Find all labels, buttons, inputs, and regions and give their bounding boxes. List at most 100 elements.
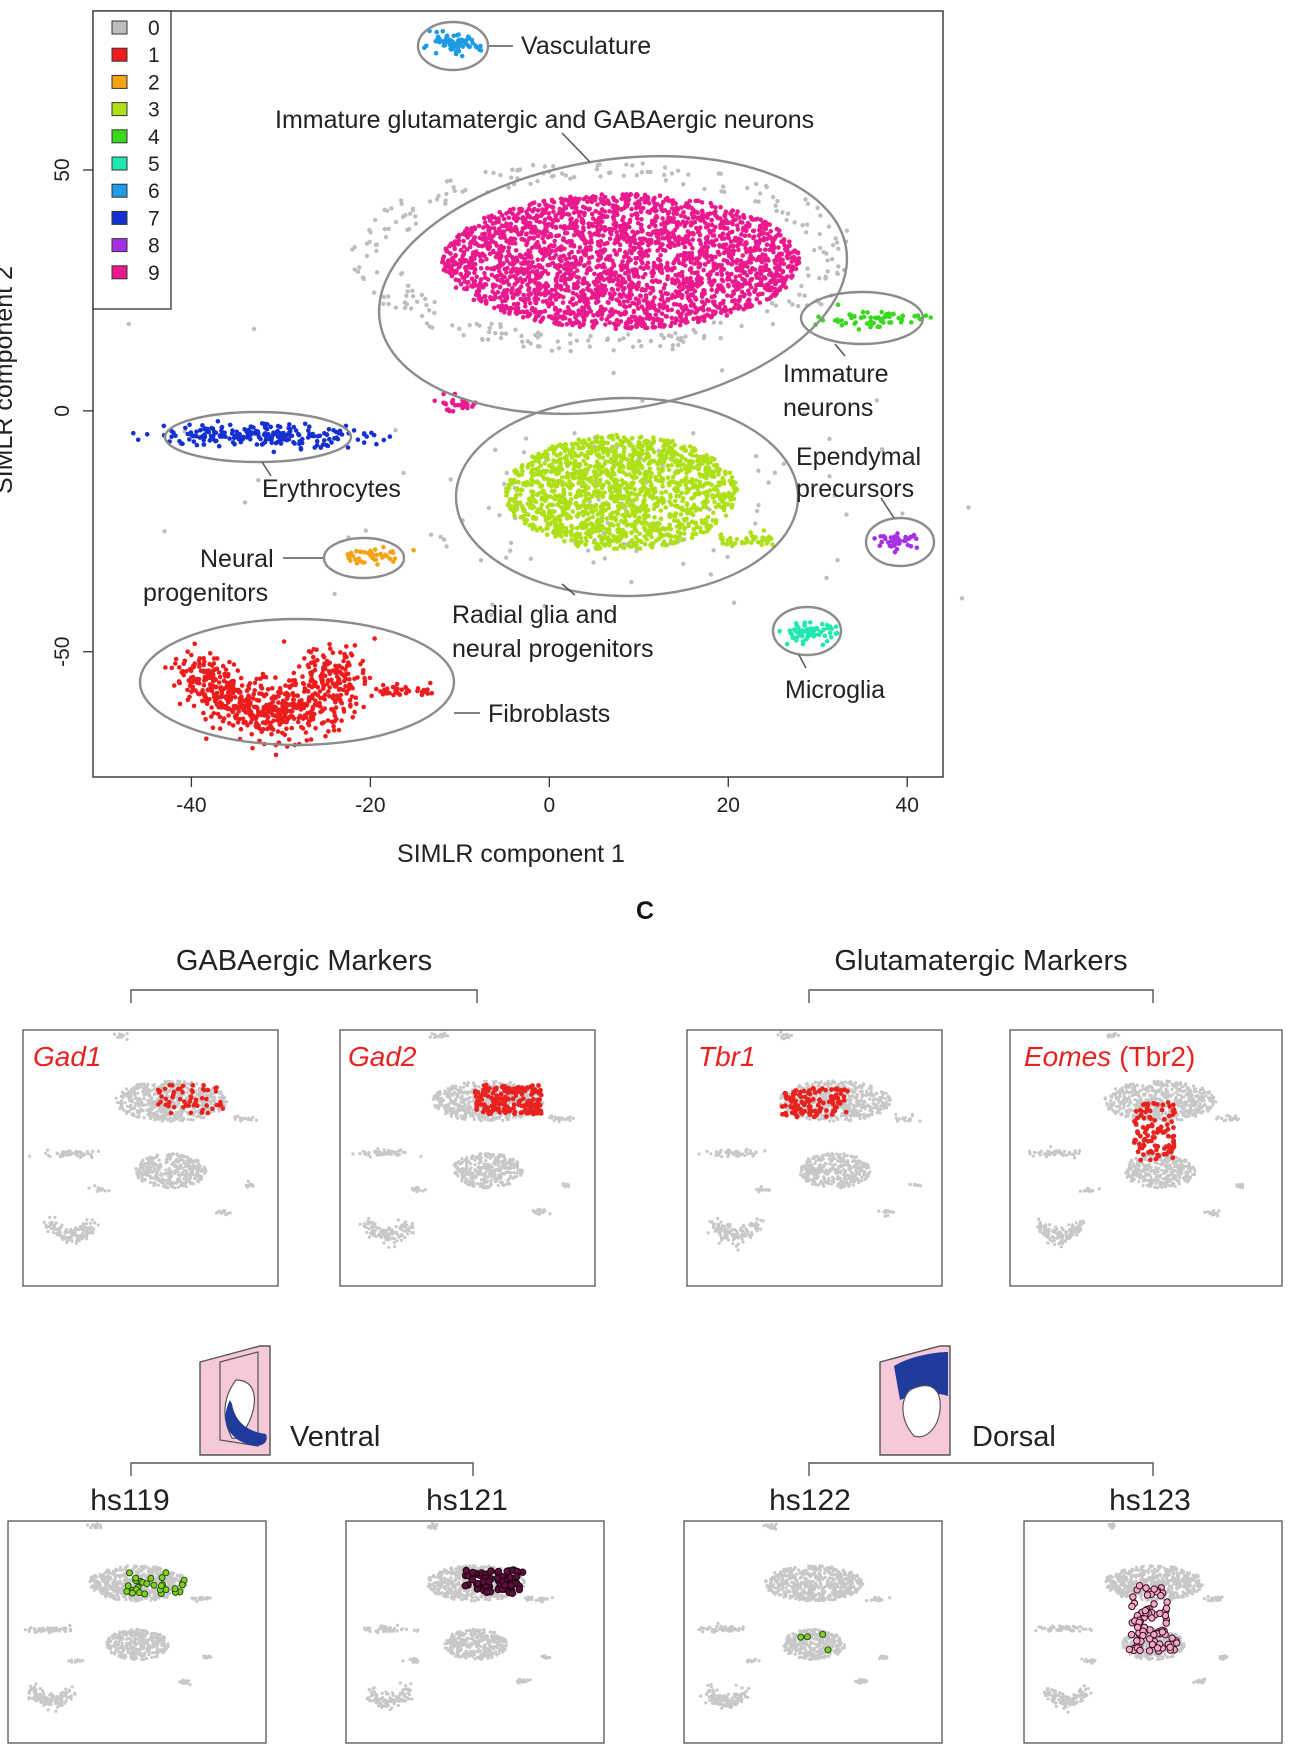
cell-point-0 [503, 331, 509, 336]
cell-point-3 [537, 472, 543, 477]
cell-point-3 [540, 488, 546, 493]
cell-point-9 [469, 259, 474, 264]
cell-point-9 [564, 230, 570, 236]
cell-point-3 [673, 503, 678, 509]
cell-point-0 [523, 436, 529, 441]
cell-point-3 [541, 468, 546, 474]
cell-point-9 [525, 313, 530, 319]
cell-point-9 [597, 285, 602, 290]
cell-point-3 [569, 523, 574, 529]
cell-point-3 [530, 473, 536, 478]
cell-point-9 [603, 287, 609, 293]
cell-point-9 [651, 219, 656, 224]
cell-point-9 [688, 292, 694, 298]
cell-point-9 [543, 289, 548, 294]
cell-point-0 [528, 556, 534, 561]
cell-point-9 [636, 244, 642, 250]
cell-point-1 [342, 654, 348, 660]
cell-point-9 [757, 247, 763, 253]
cell-point-9 [706, 276, 712, 282]
cell-point-9 [461, 250, 467, 255]
cell-point-0 [549, 348, 555, 353]
cell-point-0 [662, 172, 667, 178]
cell-point-3 [594, 439, 600, 445]
cell-point-3 [609, 521, 614, 527]
cell-point-3 [663, 505, 668, 510]
cell-point-3 [643, 514, 649, 519]
cell-point-9 [743, 240, 748, 245]
cell-point-3 [629, 480, 634, 486]
cell-point-9 [775, 273, 780, 279]
cell-point-9 [633, 260, 638, 266]
cell-point-0 [764, 184, 769, 190]
cell-point-9 [711, 228, 716, 233]
cell-point-3 [533, 479, 539, 485]
cell-point-9 [540, 299, 546, 304]
cell-point-3 [660, 468, 665, 473]
cell-point-3 [539, 495, 545, 501]
cell-point-0 [801, 411, 806, 416]
cell-point-9 [772, 265, 778, 271]
cell-point-3 [710, 518, 716, 523]
cell-point-0 [373, 242, 379, 247]
cell-point-9 [593, 194, 598, 200]
cell-point-3 [697, 457, 702, 462]
cell-point-3 [621, 456, 627, 461]
cell-point-9 [581, 196, 587, 202]
cell-point-3 [591, 492, 596, 498]
cell-point-9 [631, 233, 637, 239]
cell-point-3 [581, 475, 586, 481]
cell-point-3 [646, 490, 652, 496]
cell-point-9 [635, 229, 641, 235]
cell-point-9 [566, 288, 571, 293]
cell-point-9 [617, 242, 623, 248]
cell-point-9 [562, 197, 568, 202]
cell-point-3 [584, 518, 589, 523]
cell-point-9 [510, 268, 516, 273]
cell-point-9 [690, 215, 696, 221]
cell-point-0 [398, 198, 404, 203]
cell-point-3 [509, 481, 514, 487]
cell-point-9 [651, 303, 656, 309]
cell-point-3 [656, 466, 661, 472]
cell-point-9 [582, 251, 587, 257]
cell-point-3 [660, 525, 666, 531]
cell-point-9 [650, 268, 656, 273]
cell-point-9 [577, 245, 583, 250]
cell-point-9 [600, 225, 605, 230]
cell-point-9 [511, 301, 517, 307]
cell-point-0 [493, 447, 498, 452]
cell-point-0 [373, 217, 378, 223]
cell-point-9 [568, 194, 573, 200]
cell-point-0 [770, 322, 776, 327]
cell-point-9 [619, 196, 624, 201]
cell-point-9 [627, 258, 633, 263]
cell-point-9 [711, 210, 717, 216]
cell-point-0 [770, 194, 776, 200]
cell-point-9 [513, 255, 519, 260]
cell-point-9 [570, 290, 576, 296]
cell-point-9 [769, 279, 774, 285]
cell-point-0 [815, 205, 820, 210]
cell-point-3 [660, 454, 665, 460]
cell-point-0 [818, 213, 823, 218]
cell-point-3 [627, 453, 633, 458]
cell-point-3 [542, 513, 547, 518]
cell-point-3 [717, 467, 723, 473]
cell-point-0 [797, 292, 802, 297]
cell-point-1 [327, 671, 333, 677]
cell-point-3 [565, 470, 570, 476]
cell-point-9 [499, 303, 505, 309]
cell-point-9 [472, 226, 477, 232]
cell-point-9 [578, 258, 584, 264]
cell-point-9 [589, 254, 595, 260]
cell-point-9 [626, 283, 632, 288]
cell-point-1 [309, 676, 314, 682]
cell-point-0 [410, 288, 415, 293]
cell-point-3 [689, 480, 695, 486]
cell-point-9 [482, 275, 488, 280]
cell-point-0 [630, 344, 636, 349]
cell-point-9 [493, 295, 498, 300]
plot-frame [92, 10, 944, 778]
cell-point-0 [608, 170, 613, 175]
